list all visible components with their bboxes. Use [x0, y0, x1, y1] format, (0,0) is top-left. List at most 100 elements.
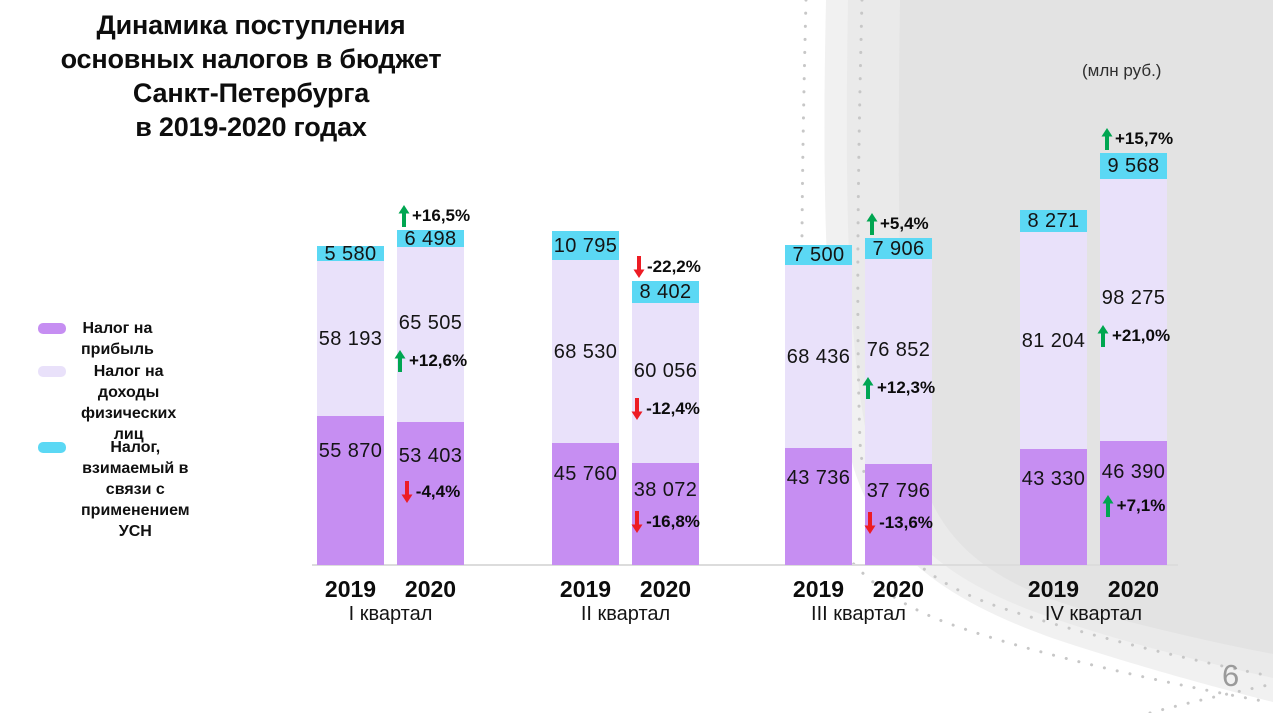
segment-usn: 6 498	[397, 227, 464, 250]
value-usn: 6 498	[404, 227, 457, 250]
bar-2020-q2: 8 402 60 056 -12,4% 38 072 -16,8% -22,2%	[631, 256, 701, 565]
segment-ndfl: 68 530	[552, 260, 619, 443]
up-arrow-icon	[1101, 128, 1113, 150]
segment-profit: 46 390 +7,1%	[1100, 441, 1167, 565]
change-profit: -16,8%	[631, 511, 700, 533]
segment-usn: 9 568	[1100, 153, 1167, 179]
chart-title: Динамика поступления основных налогов в …	[60, 10, 442, 142]
bar-2020-q3: 7 906 76 852 +12,3% 37 796 -13,6% +5,4%	[862, 213, 935, 565]
segment-profit: 37 796 -13,6%	[864, 464, 933, 565]
segment-profit: 43 330	[1020, 449, 1087, 565]
year-label-2019-q4: 2019	[1027, 576, 1080, 602]
value-ndfl: 68 436	[786, 345, 851, 368]
segment-profit: 43 736	[785, 448, 852, 565]
value-usn: 8 271	[1027, 210, 1080, 232]
up-arrow-icon	[394, 349, 406, 372]
up-arrow-icon	[1097, 325, 1109, 347]
year-label-2020-q2: 2020	[639, 576, 692, 602]
segment-usn: 10 795	[552, 231, 619, 260]
change-ndfl: +12,6%	[394, 349, 467, 372]
ndfl-swatch	[38, 366, 66, 377]
change-profit: +7,1%	[1102, 495, 1165, 517]
value-ndfl: 98 275	[1101, 287, 1166, 309]
change-usn: +16,5%	[398, 205, 470, 227]
down-arrow-icon	[633, 256, 645, 278]
up-arrow-icon	[398, 205, 410, 227]
year-label-2020-q3: 2020	[872, 576, 925, 602]
value-usn: 7 500	[792, 244, 845, 266]
bar-2020-q1: 6 498 65 505 +12,6% 53 403 -4,4% +16,5%	[394, 205, 470, 565]
up-arrow-icon	[1102, 495, 1114, 517]
value-usn: 7 906	[872, 237, 925, 260]
value-profit: 43 330	[1021, 468, 1086, 490]
segment-profit: 38 072 -16,8%	[631, 463, 700, 565]
segment-profit: 55 870	[317, 416, 384, 565]
legend-item-label: Налог на доходы физических лиц	[81, 363, 177, 443]
change-profit: -13,6%	[864, 512, 933, 534]
up-arrow-icon	[862, 376, 874, 399]
segment-ndfl: 76 852 +12,3%	[862, 259, 935, 464]
profit-swatch	[38, 323, 66, 334]
legend-item-usn: Налог, взимаемый в связи с применением У…	[38, 437, 190, 542]
value-profit: 55 870	[318, 440, 383, 462]
value-usn: 10 795	[553, 234, 618, 257]
value-profit: 43 736	[786, 467, 851, 489]
year-label-2020-q4: 2020	[1107, 576, 1160, 602]
segment-ndfl: 81 204	[1020, 232, 1087, 449]
value-usn: 5 580	[324, 242, 377, 265]
up-arrow-icon	[866, 213, 878, 235]
year-label-2019-q3: 2019	[792, 576, 845, 602]
quarter-label-q1: I квартал	[348, 603, 433, 625]
bar-2020-q4: 9 568 98 275 +21,0% 46 390 +7,1% +15,7%	[1097, 128, 1173, 565]
segment-usn: 8 271	[1020, 210, 1087, 232]
legend-item-ndfl: Налог на доходы физических лиц	[38, 361, 176, 445]
value-profit: 37 796	[866, 480, 931, 502]
segment-usn: 5 580	[317, 243, 384, 265]
year-label-2019-q1: 2019	[324, 576, 377, 602]
legend-item-profit: Налог на прибыль	[38, 318, 154, 360]
segment-usn: 7 500	[785, 244, 852, 266]
year-label-2019-q2: 2019	[559, 576, 612, 602]
page-number: 6	[1222, 658, 1240, 693]
usn-swatch	[38, 442, 66, 453]
down-arrow-icon	[401, 481, 413, 503]
bar-2019-q1: 5 580 58 193 55 870	[317, 243, 384, 565]
down-arrow-icon	[631, 398, 643, 420]
change-ndfl: +21,0%	[1097, 325, 1170, 347]
quarter-label-q3: III квартал	[811, 603, 906, 625]
change-ndfl: +12,3%	[862, 376, 935, 399]
legend-item-label: Налог на прибыль	[81, 320, 154, 358]
value-ndfl: 65 505	[398, 311, 463, 334]
segment-usn: 8 402	[632, 281, 699, 303]
value-ndfl: 76 852	[866, 338, 931, 361]
value-profit: 38 072	[633, 479, 698, 501]
segment-ndfl: 65 505 +12,6%	[394, 247, 467, 422]
segment-ndfl: 98 275 +21,0%	[1097, 179, 1170, 441]
value-ndfl: 81 204	[1021, 329, 1086, 352]
change-profit: -4,4%	[401, 481, 460, 503]
change-usn: -22,2%	[633, 256, 701, 278]
value-profit: 53 403	[398, 445, 463, 467]
bar-2019-q2: 10 795 68 530 45 760	[552, 231, 619, 565]
value-profit: 45 760	[553, 463, 618, 485]
segment-ndfl: 68 436	[785, 265, 852, 448]
value-usn: 9 568	[1107, 155, 1160, 177]
segment-usn: 7 906	[865, 237, 932, 260]
legend-item-label: Налог, взимаемый в связи с применением У…	[81, 439, 190, 540]
value-profit: 46 390	[1101, 461, 1166, 483]
down-arrow-icon	[864, 512, 876, 534]
down-arrow-icon	[631, 511, 643, 533]
segment-ndfl: 58 193	[317, 261, 384, 416]
value-ndfl: 58 193	[318, 327, 383, 350]
change-ndfl: -12,4%	[631, 398, 700, 420]
value-usn: 8 402	[639, 281, 692, 303]
value-ndfl: 68 530	[553, 340, 618, 363]
change-usn: +15,7%	[1101, 128, 1173, 150]
segment-profit: 45 760	[552, 443, 619, 565]
dotted-line-decoration	[1148, 682, 1273, 713]
x-axis-line	[312, 564, 1178, 566]
bar-2019-q3: 7 500 68 436 43 736	[785, 244, 852, 565]
quarter-label-q2: II квартал	[580, 603, 671, 625]
